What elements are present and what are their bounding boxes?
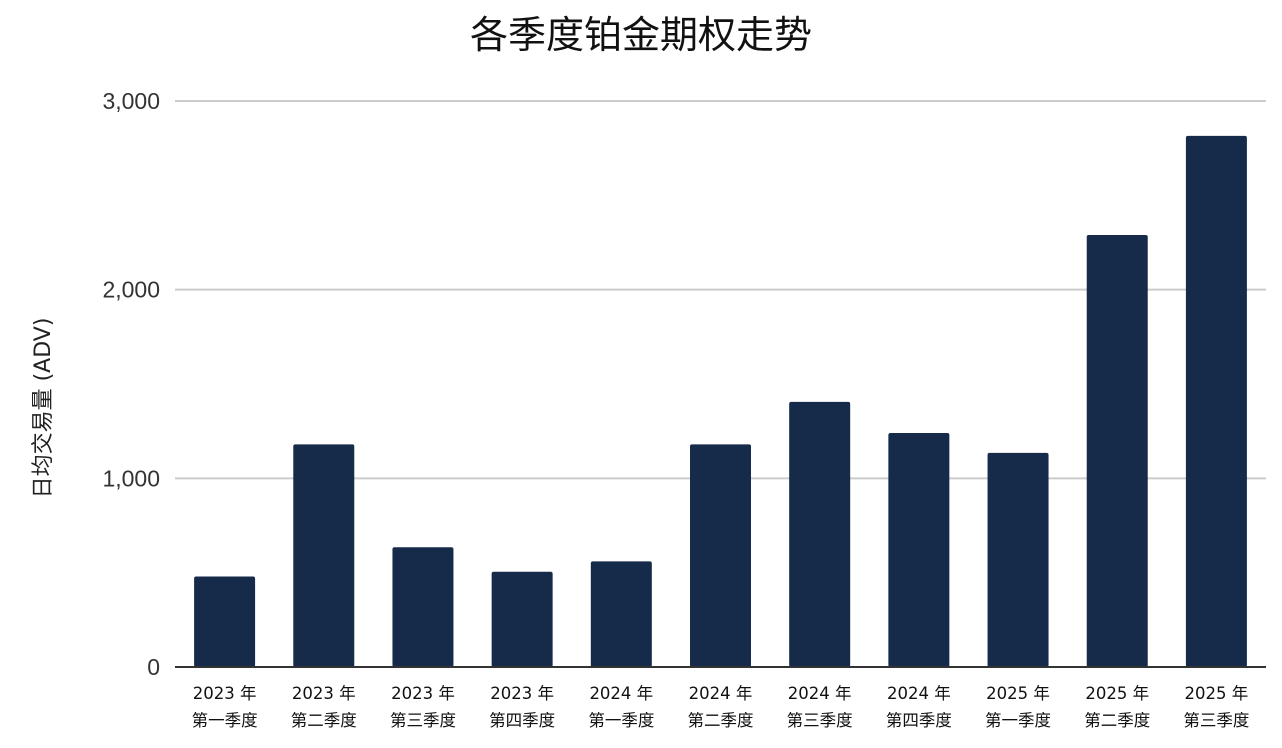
- x-category-label-year: 2023 年: [292, 684, 356, 703]
- x-category-label-year: 2023 年: [490, 684, 554, 703]
- x-category-label-year: 2024 年: [887, 684, 951, 703]
- bar: [987, 452, 1049, 667]
- y-tick-label: 0: [147, 654, 160, 680]
- x-category-label-year: 2025 年: [1185, 684, 1249, 703]
- x-category-label-year: 2023 年: [391, 684, 455, 703]
- bar: [1086, 234, 1148, 667]
- x-category-label-quarter: 第二季度: [1084, 711, 1150, 730]
- bar: [491, 571, 553, 667]
- x-category-label-year: 2025 年: [1085, 684, 1149, 703]
- x-category-label-year: 2024 年: [689, 684, 753, 703]
- bar: [194, 576, 256, 667]
- x-category-label-year: 2024 年: [788, 684, 852, 703]
- bar: [1185, 135, 1247, 668]
- x-category-label-quarter: 第一季度: [192, 711, 258, 730]
- x-category-label-quarter: 第三季度: [787, 711, 853, 730]
- x-category-label-quarter: 第一季度: [588, 711, 654, 730]
- x-category-label-quarter: 第二季度: [291, 711, 357, 730]
- bar: [789, 401, 851, 667]
- x-category-label-quarter: 第四季度: [886, 711, 952, 730]
- x-category-label-year: 2024 年: [589, 684, 653, 703]
- y-tick-label: 2,000: [102, 277, 160, 303]
- y-tick-label: 1,000: [102, 465, 160, 491]
- x-category-label-quarter: 第三季度: [390, 711, 456, 730]
- x-category-label-year: 2023 年: [193, 684, 257, 703]
- y-tick-label: 3,000: [102, 88, 160, 114]
- bar: [690, 444, 751, 667]
- bar: [590, 561, 652, 667]
- y-tick-labels: 0 1,000 2,000 3,000: [102, 88, 160, 680]
- bar: [293, 444, 355, 667]
- x-category-label-quarter: 第四季度: [489, 711, 555, 730]
- x-category-label-year: 2025 年: [986, 684, 1050, 703]
- x-category-label-quarter: 第二季度: [688, 711, 754, 730]
- x-category-label-quarter: 第一季度: [985, 711, 1051, 730]
- x-category-label-quarter: 第三季度: [1183, 711, 1249, 730]
- bars: [194, 135, 1247, 668]
- bar: [392, 547, 454, 667]
- bar: [888, 433, 950, 667]
- chart-title: 各季度铂金期权走势: [470, 13, 812, 57]
- y-axis-title: 日均交易量 (ADV): [31, 318, 56, 499]
